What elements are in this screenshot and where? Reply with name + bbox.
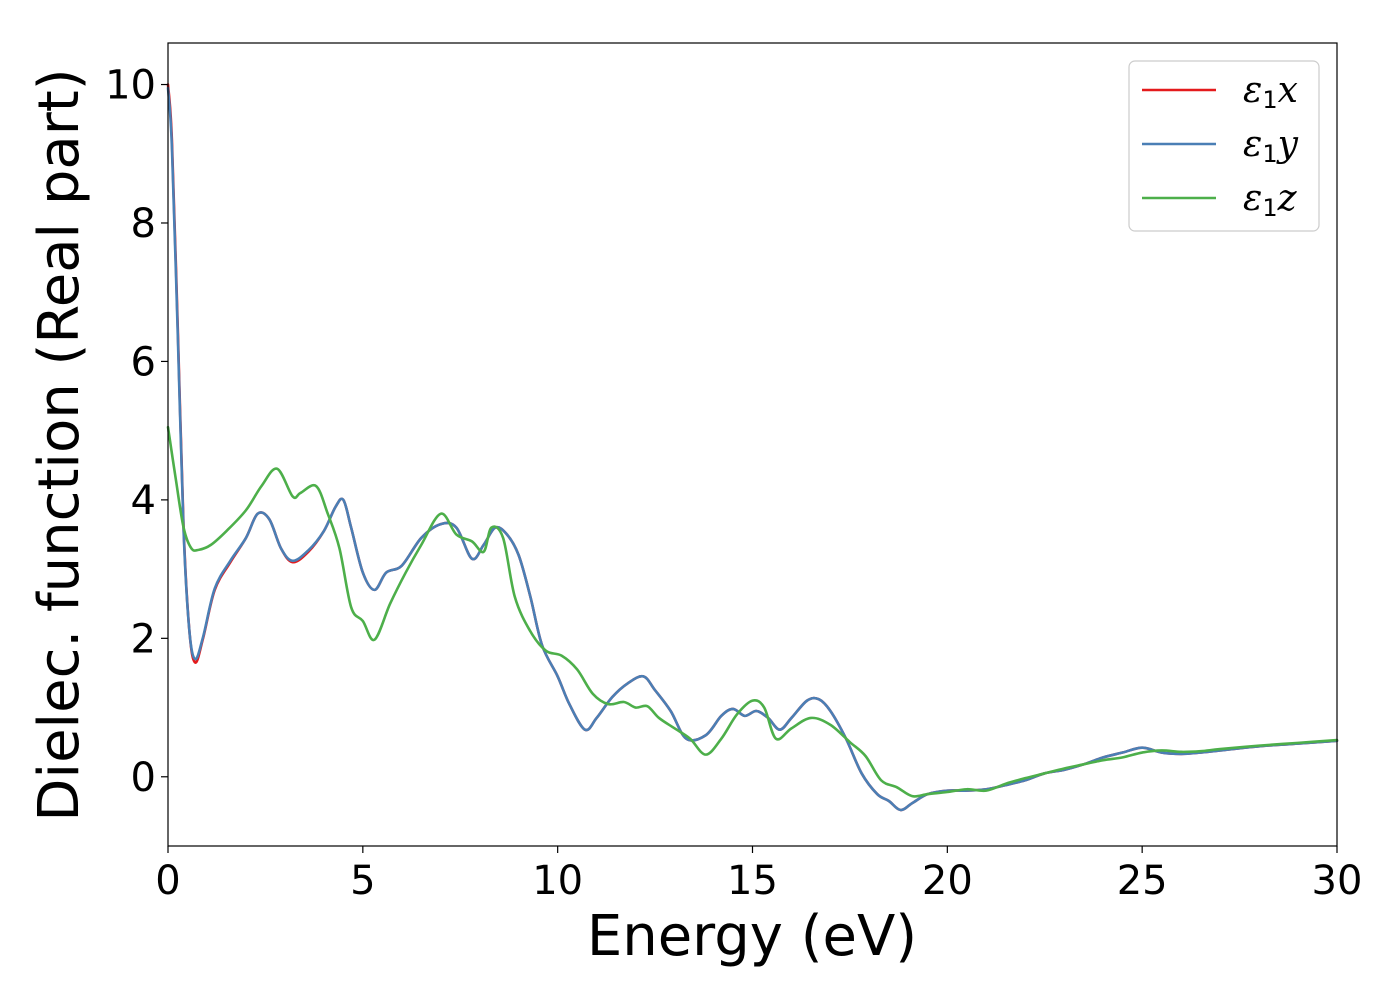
legend-box xyxy=(1128,60,1320,232)
x-axis-label: Energy (eV) xyxy=(587,904,917,969)
legend-label: ε1x xyxy=(1243,70,1298,114)
y-tick-label: 4 xyxy=(131,478,156,524)
x-tick-label: 15 xyxy=(727,858,778,904)
x-tick-label: 20 xyxy=(922,858,973,904)
legend-label: ε1z xyxy=(1243,178,1298,222)
x-axis-ticks: 0 5 10 15 20 25 30 xyxy=(155,846,1362,904)
series-line-1 xyxy=(166,86,1339,812)
x-tick-label: 10 xyxy=(532,858,583,904)
x-tick-label: 25 xyxy=(1117,858,1168,904)
y-tick-label: 2 xyxy=(131,616,156,662)
series-layer xyxy=(166,83,1339,812)
x-tick-label: 30 xyxy=(1312,858,1363,904)
legend-label: ε1y xyxy=(1243,124,1299,168)
x-tick-label: 0 xyxy=(155,858,180,904)
legend: ε1x ε1y ε1z xyxy=(1128,60,1320,232)
y-axis-ticks: 0 2 4 6 8 10 xyxy=(105,63,168,801)
y-tick-label: 6 xyxy=(131,339,156,385)
y-axis-label: Dielec. function (Real part) xyxy=(27,68,92,821)
y-tick-label: 8 xyxy=(131,201,156,247)
y-tick-label: 10 xyxy=(105,63,156,109)
series-line-2 xyxy=(166,425,1339,798)
y-tick-label: 0 xyxy=(131,755,156,801)
x-tick-label: 5 xyxy=(350,858,375,904)
